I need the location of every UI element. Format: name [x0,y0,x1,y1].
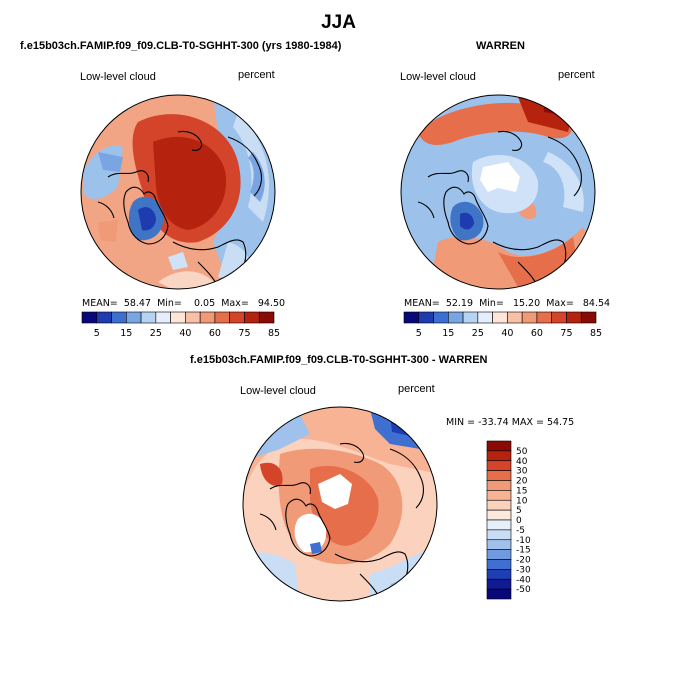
panel1-colorbar-tick-label: 85 [268,328,280,339]
panel3-colorbar-tick-label: 15 [516,486,527,496]
panel1-colorbar-swatch [214,311,230,324]
panel2-colorbar-tick-label: 40 [501,328,513,339]
panel3-units-label: percent [398,383,435,395]
panel3-colorbar-swatch [486,480,512,491]
panel2-colorbar-swatch [551,311,567,324]
panel1-variable-label: Low-level cloud [80,71,156,83]
panel3-colorbar-tick-label: 20 [516,477,528,487]
panel2-colorbar-tick-label: 15 [442,328,454,339]
panel2-colorbar: 515254060758595 [403,311,602,339]
panel2-colorbar-swatch [448,311,464,324]
panel1-colorbar-swatch [244,311,260,324]
panel3-colorbar-swatch [486,549,512,560]
panel1-colorbar-swatch [185,311,201,324]
panel3-colorbar-tick-label: -5 [516,526,525,536]
panel3-colorbar-tick-label: -30 [516,565,531,575]
panel2-colorbar-swatch [521,311,538,324]
panel3-colorbar-tick-label: -20 [516,556,531,566]
panel1-colorbar-swatch [111,311,127,324]
panel3-colorbar-swatch [486,539,512,550]
panel3-colorbar-swatch [486,490,512,501]
panel1-units-label: percent [238,69,275,81]
panel3-colorbar-tick-label: -10 [516,536,531,546]
panel1-colorbar-tick-label: 15 [120,328,132,339]
panel3-colorbar-swatch [486,470,512,481]
panel1-colorbar-tick-label: 5 [94,328,100,339]
panel3-colorbar-swatch [486,588,512,600]
panel2-stats: MEAN= 52.19 Min= 15.20 Max= 84.54 [404,298,611,309]
panel1-colorbar-swatch [199,311,216,324]
page-title: JJA [321,12,356,33]
panel2-colorbar-swatch [580,311,597,324]
panel1-colorbar-swatch [81,311,98,324]
panel3-colorbar-swatch [486,519,512,531]
panel3-colorbar-tick-label: 50 [516,447,528,457]
panel3-colorbar-swatch [486,559,512,570]
panel1-colorbar-tick-label: 60 [209,328,221,339]
panel2-colorbar-swatch [492,311,508,324]
panel3-header: f.e15b03ch.FAMIP.f09_f09.CLB-T0-SGHHT-30… [190,354,488,366]
panel2-colorbar-swatch [433,311,449,324]
panel3-polar-map [242,406,438,602]
panel1-header: f.e15b03ch.FAMIP.f09_f09.CLB-T0-SGHHT-30… [20,40,342,52]
panel2-colorbar-tick-label: 5 [416,328,422,339]
panel3-colorbar-tick-label: 10 [516,496,528,506]
panel3-variable-label: Low-level cloud [240,385,316,397]
panel2-colorbar-swatch [403,311,420,324]
panel1-polar-map [80,94,276,290]
panel2-variable-label: Low-level cloud [400,71,476,83]
panel3-colorbar-swatch [486,460,512,471]
panel2-colorbar-swatch [566,311,582,324]
panel1-colorbar: 515254060758595 [81,311,280,339]
panel2-colorbar-swatch [418,311,434,324]
panel3-colorbar-tick-label: 5 [516,506,522,516]
panel2-colorbar-swatch [536,311,552,324]
panel2-colorbar-tick-label: 25 [472,328,484,339]
panel3-colorbar-swatch [486,569,512,580]
panel2-colorbar-swatch [462,311,479,324]
panel3-colorbar-tick-label: -50 [516,585,531,595]
panel1-colorbar-swatch [155,311,171,324]
panel3-colorbar-tick-label: 0 [516,516,522,526]
panel2-units-label: percent [558,69,595,81]
panel1-colorbar-swatch [229,311,245,324]
panel3-colorbar-tick-label: -40 [516,575,531,585]
panel3-colorbar-tick-label: 40 [516,457,528,467]
panel1-colorbar-tick-label: 25 [150,328,162,339]
panel3-colorbar-swatch [486,450,512,462]
panel1-stats: MEAN= 58.47 Min= 0.05 Max= 94.50 [82,298,286,309]
panel3-colorbar-swatch [486,529,512,541]
panel2-colorbar-swatch [477,311,493,324]
panel3-colorbar-swatch [486,440,512,452]
panel3-range: MIN = -33.74 MAX = 54.75 [446,417,575,428]
panel3-colorbar-swatch [486,499,512,511]
panel3-colorbar-tick-label: -15 [516,546,531,556]
panel1-colorbar-swatch [140,311,157,324]
panel2-polar-map [400,94,596,290]
panel2-colorbar-tick-label: 75 [560,328,572,339]
panel2-colorbar-tick-label: 85 [590,328,602,339]
panel3-colorbar-swatch [486,509,512,521]
panel1-colorbar-tick-label: 75 [238,328,250,339]
panel1-colorbar-tick-label: 40 [179,328,191,339]
panel1-colorbar-swatch [96,311,112,324]
panel3-colorbar-tick-label: 30 [516,467,528,477]
panel2-colorbar-swatch [507,311,523,324]
panel2-colorbar-tick-label: 60 [531,328,543,339]
panel1-colorbar-swatch [126,311,142,324]
panel1-colorbar-swatch [258,311,275,324]
panel2-header: WARREN [476,40,525,52]
panel3-colorbar-swatch [486,578,512,590]
panel1-colorbar-swatch [170,311,186,324]
